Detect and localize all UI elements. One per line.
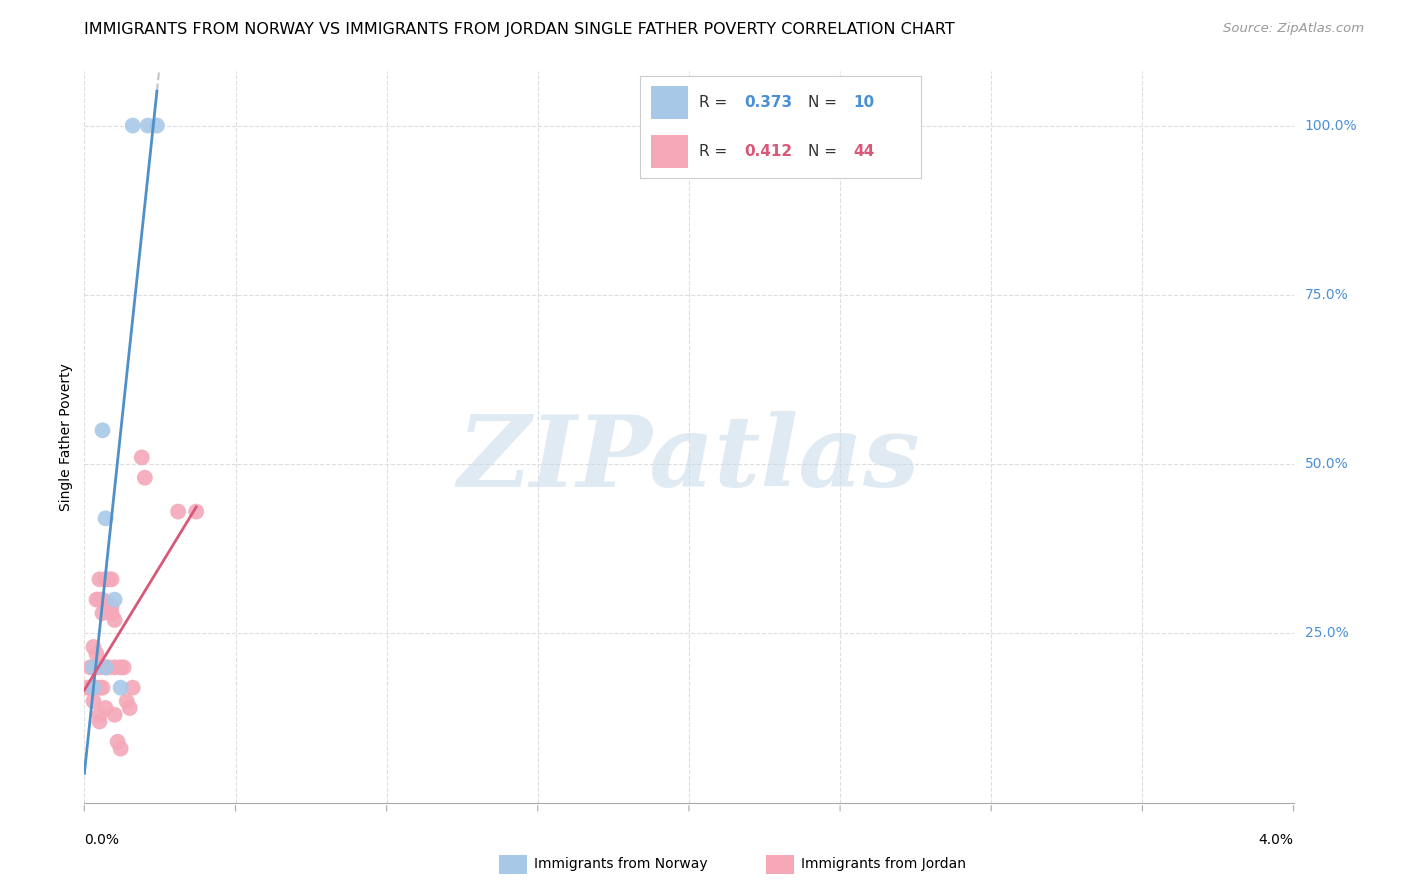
Point [82, 640, 104, 654]
Point [97, 572, 120, 586]
Text: 4.0%: 4.0% [1258, 833, 1294, 847]
Text: N =: N = [808, 95, 842, 110]
Point [136, 119, 159, 133]
Point [91, 681, 114, 695]
Point [89, 681, 111, 695]
Point [94, 511, 117, 525]
Point [82, 660, 104, 674]
Point [186, 505, 208, 519]
Text: Immigrants from Jordan: Immigrants from Jordan [801, 857, 966, 871]
Text: 0.373: 0.373 [744, 95, 792, 110]
Text: ZIPatlas: ZIPatlas [458, 411, 920, 508]
Point [104, 660, 127, 674]
Text: 25.0%: 25.0% [1305, 626, 1348, 640]
Point [94, 572, 117, 586]
Text: R =: R = [699, 95, 733, 110]
Y-axis label: Single Father Poverty: Single Father Poverty [59, 363, 73, 511]
Point [89, 707, 111, 722]
Point [110, 660, 132, 674]
Point [121, 119, 143, 133]
Point [94, 660, 117, 674]
Text: 75.0%: 75.0% [1305, 288, 1348, 301]
Point [82, 681, 104, 695]
Point [146, 119, 169, 133]
Point [82, 681, 104, 695]
Point [79, 681, 101, 695]
Text: N =: N = [808, 145, 842, 160]
Text: 0.0%: 0.0% [84, 833, 120, 847]
Text: 10: 10 [853, 95, 875, 110]
Point [79, 681, 101, 695]
Point [91, 606, 114, 620]
Point [86, 660, 108, 674]
Point [118, 701, 141, 715]
Text: IMMIGRANTS FROM NORWAY VS IMMIGRANTS FROM JORDAN SINGLE FATHER POVERTY CORRELATI: IMMIGRANTS FROM NORWAY VS IMMIGRANTS FRO… [84, 22, 955, 37]
FancyBboxPatch shape [651, 87, 688, 119]
Point [167, 505, 190, 519]
Point [121, 681, 143, 695]
Text: 100.0%: 100.0% [1305, 119, 1357, 133]
Text: R =: R = [699, 145, 733, 160]
Text: Source: ZipAtlas.com: Source: ZipAtlas.com [1223, 22, 1364, 36]
Point [104, 613, 127, 627]
FancyBboxPatch shape [651, 136, 688, 168]
Point [82, 694, 104, 708]
Point [76, 681, 98, 695]
Point [134, 471, 156, 485]
Point [86, 592, 108, 607]
Point [86, 681, 108, 695]
Point [89, 660, 111, 674]
Point [94, 701, 117, 715]
Point [131, 450, 153, 465]
Point [91, 592, 114, 607]
Point [100, 606, 122, 620]
Point [115, 694, 138, 708]
Point [97, 660, 120, 674]
Point [100, 599, 122, 614]
Text: 44: 44 [853, 145, 875, 160]
Point [82, 681, 104, 695]
Point [91, 423, 114, 437]
Point [107, 735, 129, 749]
Text: 50.0%: 50.0% [1305, 458, 1348, 471]
Point [89, 592, 111, 607]
Point [86, 647, 108, 661]
Point [104, 707, 127, 722]
Point [104, 592, 127, 607]
Point [110, 681, 132, 695]
Point [79, 660, 101, 674]
Text: Immigrants from Norway: Immigrants from Norway [534, 857, 707, 871]
Point [94, 660, 117, 674]
Point [110, 741, 132, 756]
Point [100, 572, 122, 586]
Point [112, 660, 135, 674]
Point [82, 660, 104, 674]
Point [89, 572, 111, 586]
Text: 0.412: 0.412 [744, 145, 792, 160]
Point [89, 714, 111, 729]
